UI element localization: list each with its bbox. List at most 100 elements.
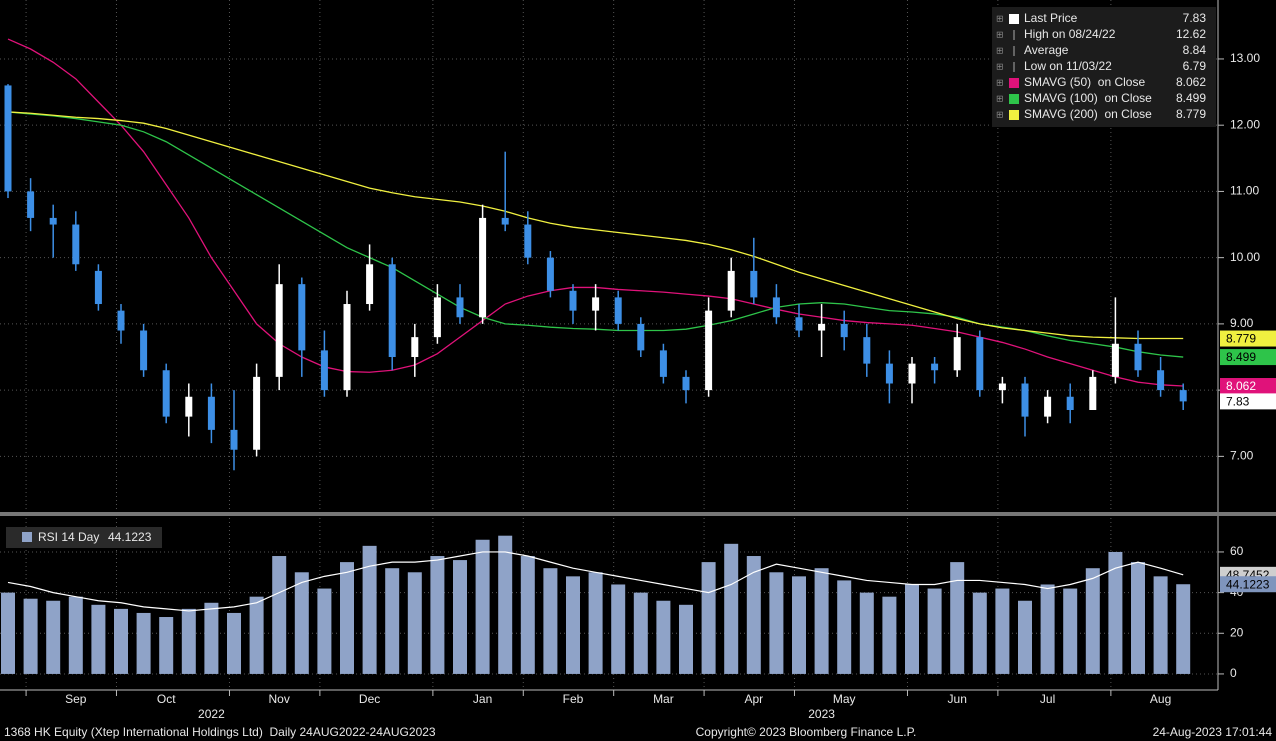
legend-swatch bbox=[1009, 94, 1019, 104]
rsi-bar bbox=[453, 560, 467, 674]
legend-label: Average bbox=[1024, 43, 1069, 57]
rsi-bar bbox=[136, 612, 151, 674]
candle-body bbox=[840, 323, 848, 338]
rsi-bar bbox=[724, 543, 739, 674]
legend-toggle: ⊞ bbox=[996, 109, 1004, 119]
x-tick-label: Apr bbox=[744, 692, 763, 706]
candle-body bbox=[1157, 370, 1165, 391]
rsi-bar bbox=[837, 580, 852, 674]
legend-label: Last Price bbox=[1024, 11, 1078, 25]
rsi-legend-box bbox=[6, 527, 162, 548]
y-tick-label: 0 bbox=[1230, 666, 1237, 680]
candle-body bbox=[320, 350, 328, 391]
sma-line bbox=[7, 111, 1184, 340]
y-tick-label: 60 bbox=[1230, 544, 1244, 558]
rsi-bar bbox=[159, 617, 174, 674]
sma-value-box bbox=[1220, 330, 1276, 347]
rsi-bar bbox=[543, 568, 558, 674]
rsi-bar bbox=[1063, 588, 1078, 674]
rsi-bar bbox=[498, 535, 513, 674]
rsi-bar bbox=[385, 568, 400, 674]
rsi-bar bbox=[317, 588, 332, 674]
x-tick-label: Sep bbox=[65, 692, 87, 706]
legend-value: 12.62 bbox=[1176, 27, 1206, 41]
candle-body bbox=[298, 284, 306, 351]
rsi-bar bbox=[701, 562, 716, 674]
legend-swatch bbox=[1009, 110, 1019, 120]
candle-body bbox=[885, 363, 893, 384]
candle-body bbox=[592, 297, 600, 311]
year-label: 2023 bbox=[808, 707, 835, 721]
candle-body bbox=[230, 429, 238, 450]
legend-toggle: ⊞ bbox=[996, 93, 1004, 103]
rsi-bar bbox=[1, 592, 15, 674]
rsi-bar bbox=[588, 572, 603, 674]
rsi-bar bbox=[792, 576, 806, 674]
legend-toggle: ⊞ bbox=[996, 77, 1004, 87]
candle-body bbox=[185, 396, 193, 417]
y-tick-label: 20 bbox=[1230, 625, 1244, 639]
rsi-bar bbox=[1153, 576, 1168, 674]
rsi-bar bbox=[475, 539, 490, 674]
rsi-bar bbox=[746, 556, 761, 674]
rsi-bar bbox=[882, 596, 897, 674]
candle-body bbox=[388, 264, 396, 358]
legend-label: Low on 11/03/22 bbox=[1024, 59, 1112, 73]
panel-divider bbox=[0, 512, 1276, 516]
rsi-bar bbox=[633, 592, 648, 674]
legend-value: 8.84 bbox=[1183, 43, 1207, 57]
last-price-label: 7.83 bbox=[1226, 395, 1250, 409]
y-tick-label: 11.00 bbox=[1230, 184, 1259, 198]
candle-body bbox=[207, 396, 215, 430]
rsi-legend-value: 44.1223 bbox=[108, 530, 152, 544]
candle-body bbox=[705, 310, 713, 391]
candle-body bbox=[931, 363, 939, 371]
rsi-bar bbox=[1018, 600, 1032, 674]
candle-body bbox=[1021, 383, 1029, 417]
rsi-bar bbox=[566, 576, 580, 674]
x-tick-label: Jul bbox=[1040, 692, 1055, 706]
x-tick-label: Mar bbox=[653, 692, 674, 706]
candle-body bbox=[863, 337, 871, 364]
x-tick-label: Aug bbox=[1150, 692, 1171, 706]
y-tick-label: 7.00 bbox=[1230, 449, 1254, 463]
legend-box bbox=[992, 7, 1216, 127]
legend-swatch bbox=[1009, 78, 1019, 88]
legend-value: 8.062 bbox=[1176, 75, 1206, 89]
rsi-legend-swatch bbox=[22, 532, 32, 542]
candle-body bbox=[614, 297, 622, 324]
candle-body bbox=[976, 337, 984, 391]
legend-value: 8.779 bbox=[1176, 107, 1206, 121]
candle-body bbox=[1066, 396, 1074, 410]
rsi-bar bbox=[656, 600, 671, 674]
rsi-bar bbox=[1085, 568, 1100, 674]
candle-body bbox=[94, 270, 102, 305]
rsi-bar bbox=[340, 562, 354, 674]
rsi-bar bbox=[204, 602, 219, 674]
x-tick-label: Nov bbox=[269, 692, 290, 706]
candle-body bbox=[953, 337, 961, 371]
rsi-bar bbox=[249, 596, 264, 674]
rsi-bar bbox=[68, 596, 83, 674]
candle-body bbox=[682, 376, 690, 391]
x-tick-label: Oct bbox=[157, 692, 176, 706]
rsi-bar bbox=[294, 572, 309, 674]
legend-value: 8.499 bbox=[1176, 91, 1206, 105]
rsi-bar bbox=[611, 584, 626, 674]
candle-body bbox=[27, 191, 35, 218]
legend-label: High on 08/24/22 bbox=[1024, 27, 1116, 41]
candle-body bbox=[456, 297, 464, 318]
rsi-bar bbox=[181, 608, 196, 674]
year-label: 2022 bbox=[198, 707, 225, 721]
rsi-bar bbox=[520, 556, 535, 674]
y-tick-label: 13.00 bbox=[1230, 51, 1260, 65]
y-tick-label: 10.00 bbox=[1230, 250, 1260, 264]
candle-body bbox=[411, 337, 419, 358]
candle-body bbox=[1111, 343, 1119, 377]
candle-body bbox=[727, 270, 735, 311]
x-tick-label: Dec bbox=[359, 692, 380, 706]
sma-value-label: 8.499 bbox=[1226, 350, 1256, 364]
x-tick-label: Jan bbox=[473, 692, 492, 706]
x-tick-label: Jun bbox=[948, 692, 967, 706]
